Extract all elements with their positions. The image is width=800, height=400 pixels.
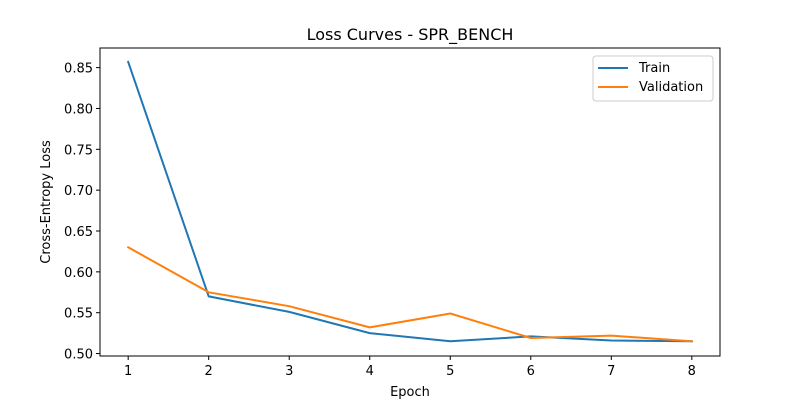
axis-ticks: 1 2 3 4 5 6 7 8 0.50 0.55 0.60 0.65 0.70 0.75 0.80 0.85 bbox=[64, 62, 696, 379]
y-tick-label: 0.55 bbox=[64, 307, 93, 322]
y-tick-label: 0.60 bbox=[64, 266, 93, 281]
legend-label-validation: Validation bbox=[639, 80, 703, 95]
y-tick-label: 0.70 bbox=[64, 184, 93, 199]
series-lines bbox=[126, 60, 693, 343]
plot-frame bbox=[99, 47, 721, 357]
legend: Train Validation bbox=[592, 55, 714, 102]
x-tick-label: 8 bbox=[688, 364, 696, 379]
x-tick-label: 4 bbox=[366, 364, 374, 379]
x-tick-label: 6 bbox=[527, 364, 535, 379]
series-line-train bbox=[126, 60, 693, 343]
y-tick-label: 0.50 bbox=[64, 348, 93, 363]
x-tick-label: 5 bbox=[446, 364, 454, 379]
y-tick-label: 0.75 bbox=[64, 143, 93, 158]
x-tick-label: 3 bbox=[285, 364, 293, 379]
y-tick-label: 0.85 bbox=[64, 62, 93, 77]
y-tick-label: 0.80 bbox=[64, 102, 93, 117]
x-axis-label: Epoch bbox=[390, 385, 430, 400]
series-line-validation bbox=[126, 245, 693, 343]
chart-title: Loss Curves - SPR_BENCH bbox=[307, 25, 514, 45]
y-tick-label: 0.65 bbox=[64, 225, 93, 240]
x-tick-label: 7 bbox=[607, 364, 615, 379]
y-axis-label: Cross-Entropy Loss bbox=[39, 140, 54, 264]
legend-label-train: Train bbox=[638, 61, 670, 76]
x-tick-label: 1 bbox=[124, 364, 132, 379]
x-tick-label: 2 bbox=[205, 364, 213, 379]
